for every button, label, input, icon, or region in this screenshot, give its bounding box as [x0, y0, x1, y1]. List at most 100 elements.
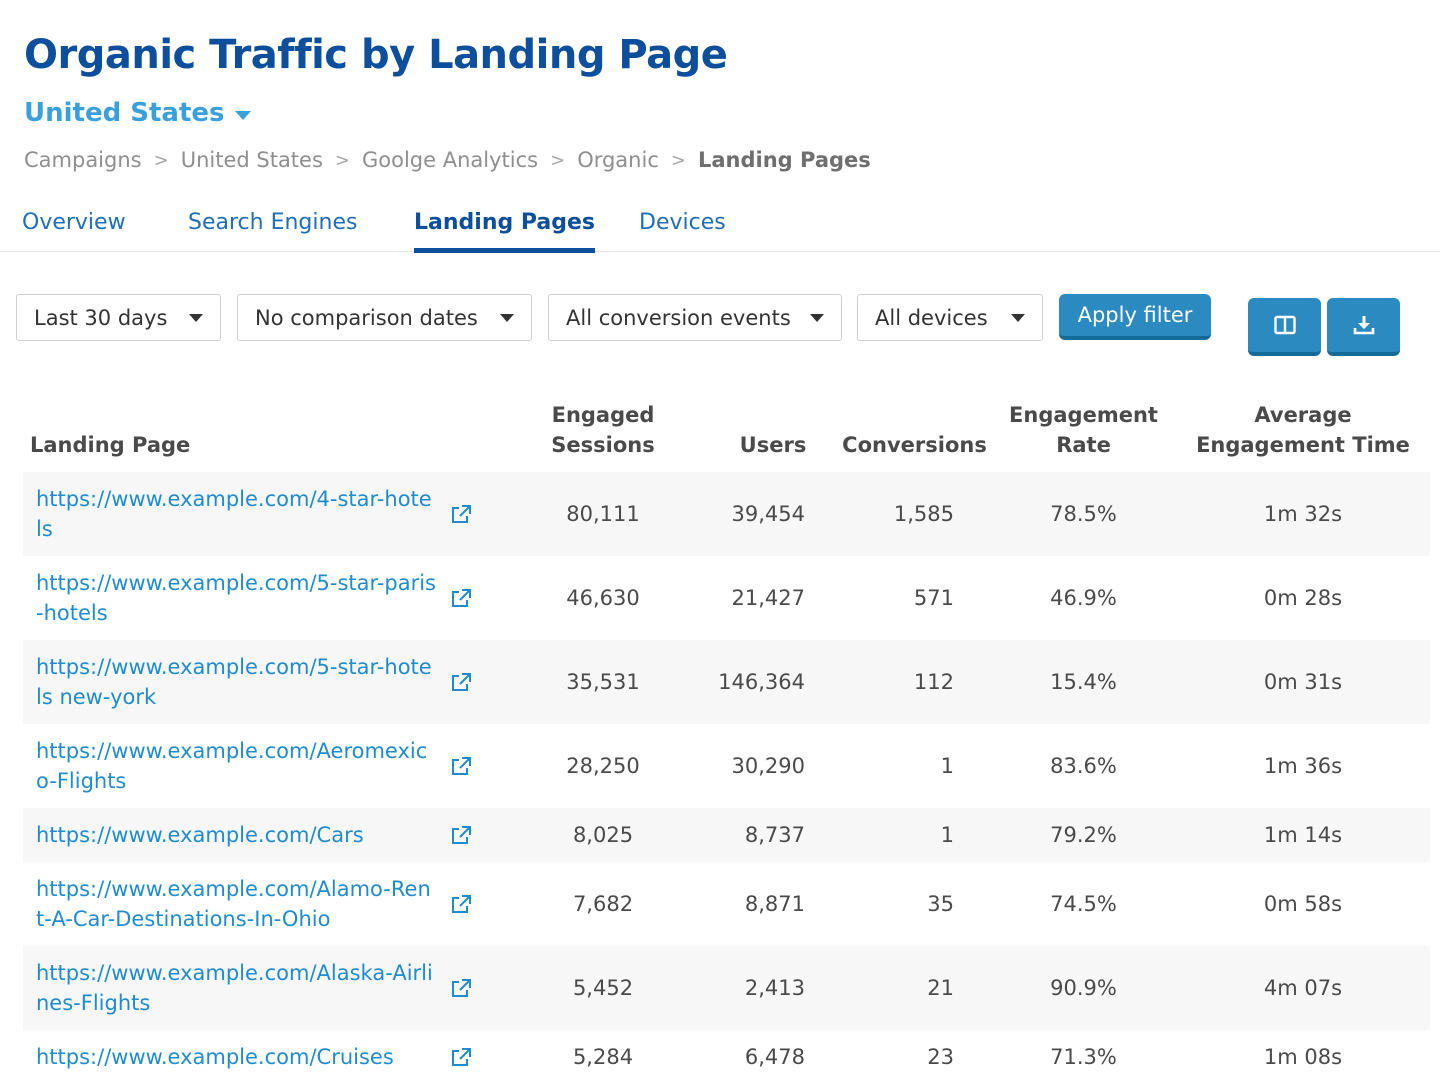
average-engagement-time-cell: 1m 14s: [1176, 808, 1430, 862]
column-header-users[interactable]: Users: [739, 433, 807, 457]
average-engagement-time-cell: 1m 08s: [1263, 1045, 1343, 1069]
average-engagement-time-cell: 0m 58s: [1263, 892, 1343, 916]
chevron-down-icon: [189, 313, 203, 322]
landing-page-cell: https://www.example.com/Cars: [23, 808, 528, 862]
column-header-average-engagement-time[interactable]: Average Engagement Time: [1176, 400, 1430, 472]
apply-filter-button[interactable]: Apply filter: [1059, 294, 1211, 340]
date-range-select[interactable]: Last 30 days: [16, 294, 221, 341]
column-header-conversions[interactable]: Conversions: [842, 433, 987, 457]
users-cell: 146,364: [678, 640, 818, 724]
landing-page-cell: https://www.example.com/5-star-paris-hot…: [23, 556, 528, 640]
conversions-cell: 112: [818, 640, 991, 724]
landing-page-cell: https://www.example.com/Alamo-Rent-A-Car…: [23, 862, 528, 946]
breadcrumb-item-google-analytics[interactable]: Goolge Analytics: [362, 148, 539, 172]
external-link-icon[interactable]: [450, 588, 472, 608]
external-link-icon[interactable]: [450, 504, 472, 524]
external-link-icon[interactable]: [450, 672, 472, 692]
breadcrumb-separator: >: [153, 149, 169, 171]
average-engagement-time-cell: 1m 32s: [1176, 472, 1430, 556]
breadcrumb-item-campaigns[interactable]: Campaigns: [24, 148, 142, 172]
conversions-cell: 21: [818, 946, 991, 1030]
landing-page-link[interactable]: https://www.example.com/Cruises: [36, 1045, 394, 1069]
external-link-icon[interactable]: [450, 1047, 472, 1067]
conversions-cell: 23: [927, 1045, 954, 1069]
landing-page-link[interactable]: https://www.example.com/Alamo-Rent-A-Car…: [36, 877, 431, 931]
page-title: Organic Traffic by Landing Page: [24, 32, 728, 78]
landing-page-link[interactable]: https://www.example.com/5-star-paris-hot…: [36, 571, 436, 625]
table-row: https://www.example.com/Aeromexico-Fligh…: [23, 724, 1430, 808]
users-cell: 8,737: [678, 808, 818, 862]
table-header-row: Landing Page Engaged Sessions Users Conv…: [23, 400, 1430, 472]
landing-page-link[interactable]: https://www.example.com/5-star-hotels ne…: [36, 655, 432, 709]
tab-bar: Overview Search Engines Landing Pages De…: [0, 200, 1440, 253]
engaged-sessions-cell: 8,025: [528, 808, 678, 862]
tab-overview[interactable]: Overview: [22, 210, 126, 235]
devices-value: All devices: [875, 305, 988, 330]
tab-landing-pages[interactable]: Landing Pages: [414, 210, 596, 253]
download-icon: [1353, 316, 1374, 335]
chevron-down-icon: [1011, 313, 1025, 322]
engagement-rate-cell: 78.5%: [991, 472, 1176, 556]
users-cell: 6,478: [744, 1045, 805, 1069]
engagement-rate-cell: 79.2%: [991, 808, 1176, 862]
tab-search-engines[interactable]: Search Engines: [188, 210, 358, 235]
column-header-engagement-rate[interactable]: Engagement Rate: [991, 400, 1176, 472]
engagement-rate-cell: 71.3%: [1050, 1045, 1117, 1069]
header-line: Rate: [1056, 433, 1111, 457]
column-header-engaged-sessions[interactable]: Engaged Sessions: [528, 400, 678, 472]
breadcrumb-item-organic[interactable]: Organic: [577, 148, 659, 172]
engaged-sessions-cell: 5,284: [572, 1045, 634, 1069]
conversions-cell: 1: [940, 754, 954, 778]
download-button[interactable]: [1327, 298, 1400, 356]
landing-page-cell: https://www.example.com/Aeromexico-Fligh…: [23, 724, 528, 808]
external-link-icon[interactable]: [450, 825, 472, 845]
header-line: Engagement Time: [1196, 433, 1410, 457]
engagement-rate-cell: 46.9%: [1050, 586, 1117, 610]
country-label: United States: [24, 98, 225, 128]
devices-select[interactable]: All devices: [857, 294, 1043, 341]
landing-page-link[interactable]: https://www.example.com/Cars: [36, 823, 364, 847]
column-header-landing-page[interactable]: Landing Page: [30, 433, 191, 457]
header-line: Sessions: [551, 433, 655, 457]
average-engagement-time-cell: 4m 07s: [1176, 946, 1430, 1030]
chevron-down-icon: [810, 313, 824, 322]
external-link-icon[interactable]: [450, 756, 472, 776]
engagement-rate-cell: 83.6%: [1050, 754, 1117, 778]
landing-pages-table: Landing Page Engaged Sessions Users Conv…: [23, 400, 1430, 1080]
landing-page-link[interactable]: https://www.example.com/Aeromexico-Fligh…: [36, 739, 428, 793]
breadcrumb-separator: >: [670, 149, 686, 171]
engaged-sessions-cell: 7,682: [572, 892, 634, 916]
average-engagement-time-cell: 0m 31s: [1176, 640, 1430, 724]
landing-page-cell: https://www.example.com/Cruises: [23, 1030, 528, 1080]
engaged-sessions-cell: 5,452: [528, 946, 678, 1030]
columns-button[interactable]: [1248, 298, 1321, 356]
conversions-cell: 571: [913, 586, 954, 610]
country-selector[interactable]: United States: [24, 98, 251, 128]
external-link-icon[interactable]: [450, 978, 472, 998]
breadcrumb: Campaigns > United States > Goolge Analy…: [24, 148, 871, 172]
landing-page-link[interactable]: https://www.example.com/Alaska-Airlines-…: [36, 961, 433, 1015]
breadcrumb-item-united-states[interactable]: United States: [180, 148, 323, 172]
users-cell: 39,454: [678, 472, 818, 556]
chevron-down-icon: [234, 110, 251, 120]
landing-page-cell: https://www.example.com/5-star-hotels ne…: [23, 640, 528, 724]
columns-icon: [1273, 315, 1296, 335]
breadcrumb-separator: >: [550, 149, 566, 171]
table-row: https://www.example.com/Cars 8,025 8,737 1 7…: [23, 808, 1430, 862]
conversions-cell: 1,585: [818, 472, 991, 556]
conversion-select[interactable]: All conversion events: [548, 294, 842, 341]
chevron-down-icon: [500, 313, 514, 322]
engaged-sessions-cell: 46,630: [566, 586, 640, 610]
average-engagement-time-cell: 0m 28s: [1263, 586, 1343, 610]
landing-page-link[interactable]: https://www.example.com/4-star-hotels: [36, 487, 432, 541]
conversions-cell: 1: [818, 808, 991, 862]
tab-devices[interactable]: Devices: [639, 210, 726, 235]
landing-page-cell: https://www.example.com/Alaska-Airlines-…: [23, 946, 528, 1030]
engagement-rate-cell: 15.4%: [991, 640, 1176, 724]
date-range-value: Last 30 days: [34, 305, 168, 330]
comparison-select[interactable]: No comparison dates: [237, 294, 532, 341]
engagement-rate-cell: 90.9%: [991, 946, 1176, 1030]
users-cell: 21,427: [731, 586, 805, 610]
conversion-value: All conversion events: [566, 305, 791, 330]
external-link-icon[interactable]: [450, 894, 472, 914]
